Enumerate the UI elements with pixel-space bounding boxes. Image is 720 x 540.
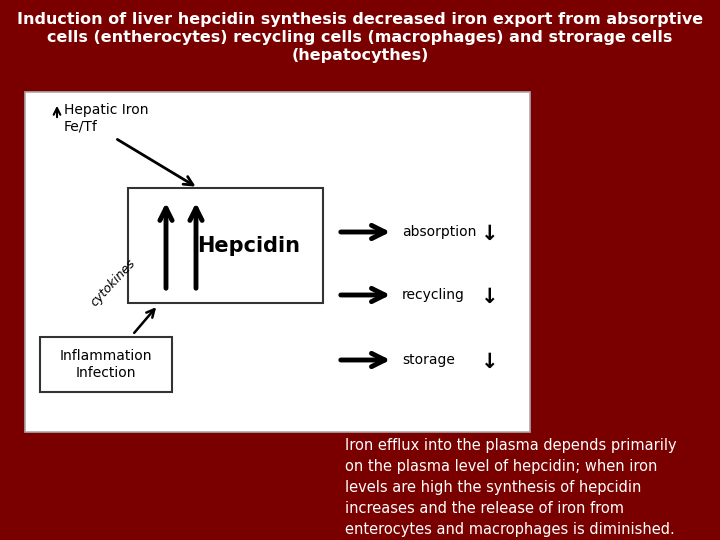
Text: (hepatocythes): (hepatocythes): [292, 48, 428, 63]
Bar: [128, 188, 323, 303]
Text: Induction of liver hepcidin synthesis decreased iron export from absorptive: Induction of liver hepcidin synthesis de…: [17, 12, 703, 27]
Text: storage: storage: [402, 353, 455, 367]
Text: cells (entherocytes) recycling cells (macrophages) and strorage cells: cells (entherocytes) recycling cells (ma…: [48, 30, 672, 45]
Text: recycling: recycling: [402, 288, 465, 302]
Text: cytokines: cytokines: [88, 256, 138, 309]
Text: absorption: absorption: [402, 225, 477, 239]
Text: Hepatic Iron
Fe/Tf: Hepatic Iron Fe/Tf: [64, 103, 148, 133]
Bar: [40, 337, 172, 392]
Text: Hepcidin: Hepcidin: [197, 235, 300, 255]
Bar: [25, 92, 530, 432]
Text: ↓: ↓: [481, 224, 499, 244]
Text: Inflammation
Infection: Inflammation Infection: [60, 349, 152, 380]
Text: Iron efflux into the plasma depends primarily
on the plasma level of hepcidin; w: Iron efflux into the plasma depends prim…: [345, 438, 677, 537]
Text: ↓: ↓: [481, 287, 499, 307]
Text: ↓: ↓: [481, 352, 499, 372]
